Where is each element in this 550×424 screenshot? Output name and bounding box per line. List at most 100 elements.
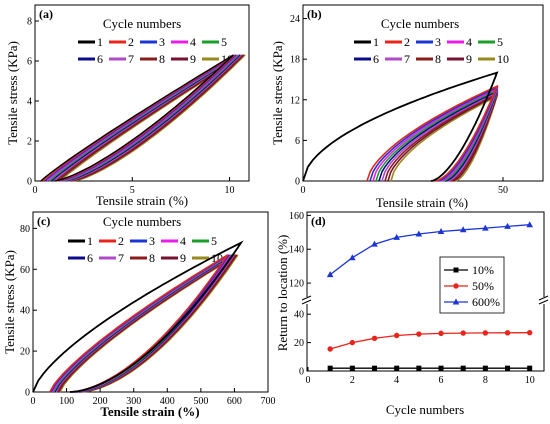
panel-d-ytick-label: 20 [294, 338, 304, 349]
panel-a-curve-cycle-1 [40, 54, 234, 182]
panel-c-xtick-label: 600 [227, 396, 242, 407]
panel-c-xtick-label: 0 [31, 396, 36, 407]
panel-a-xtick-label: 5 [130, 185, 135, 196]
panel-d-point-600% [326, 271, 334, 278]
panel-d-point-10% [372, 365, 378, 371]
panel-d-ytick-label: 120 [289, 279, 304, 290]
panel-c: (c) Cycle numbers 1 2 3 4 56 7 8 9 10 0 100 200 300… [2, 211, 276, 419]
panel-d-line-600% [329, 224, 530, 276]
panel-d-frame [306, 211, 545, 372]
panel-a-ytick-label: 4 [27, 97, 32, 108]
panel-c-ytick-label: 40 [20, 306, 30, 317]
panel-c-legend-label-6: 6 [87, 251, 93, 265]
panel-d-point-50% [504, 330, 511, 336]
panel-c-xtick-label: 300 [126, 396, 141, 407]
panel-c-curve-cycle-2 [49, 254, 229, 393]
panel-b-legend-label-6: 6 [373, 52, 379, 66]
panel-b-legend-label-7: 7 [404, 52, 410, 66]
panel-a-curves [40, 54, 246, 182]
panel-c-ylabel: Tensile stress (KPa) [2, 250, 17, 354]
panel-c-curve-cycle-8 [56, 254, 236, 393]
panel-a-xtick-label: 0 [33, 185, 38, 196]
panel-c-legend-label-9: 9 [180, 251, 186, 265]
panel-d-legend-label-50%: 50% [472, 279, 494, 293]
panel-d-point-600% [504, 222, 511, 229]
panel-b-ytick-label: 6 [295, 136, 300, 147]
panel-a-legend-label-7: 7 [128, 52, 134, 66]
panel-b-legend-label-2: 2 [404, 35, 410, 49]
panel-c-legend-label-7: 7 [118, 251, 124, 265]
panel-a-curve-cycle-5 [49, 54, 240, 182]
panel-a-curve-cycle-10 [59, 54, 246, 182]
panel-c-frame [32, 211, 269, 393]
panel-d-point-50% [371, 335, 378, 342]
panel-b-xtick-label: 50 [498, 185, 508, 196]
panel-b-curves [302, 71, 499, 182]
panel-c-legend-title: Cycle numbers [103, 214, 181, 229]
panel-c-legend-label-2: 2 [118, 234, 124, 248]
panel-b-legend-label-1: 1 [373, 35, 379, 49]
panel-d-point-50% [482, 330, 489, 336]
panel-d-xtick-label: 6 [439, 375, 444, 386]
panel-d-ytick-label: 160 [289, 211, 304, 222]
panel-b-legend: 1 2 3 4 5 6 7 8 9 10 [354, 35, 509, 66]
panel-d-point-600% [526, 221, 533, 228]
panel-d-point-50% [393, 332, 400, 339]
panel-a-xlabel: Tensile strain (%) [96, 193, 188, 208]
panel-d-label: (d) [311, 214, 326, 228]
panel-b-frame [302, 4, 544, 182]
panel-c-legend-label-4: 4 [180, 234, 186, 248]
panel-d-xtick-label: 2 [350, 375, 355, 386]
panel-a-curve-cycle-6 [51, 54, 241, 182]
panel-a-ticks: 0 5 10 0 2 4 6 8 [27, 17, 235, 197]
panel-b-legend-label-10: 10 [497, 52, 509, 66]
panel-a-curve-cycle-2 [42, 54, 236, 182]
panel-b-ytick-label: 0 [295, 177, 300, 188]
panel-d-point-10% [505, 365, 511, 371]
panel-d-legend-marker-10% [453, 267, 459, 273]
panel-d: (d) 0 2 4 6 8 10 0 20 40 120 140 160 10% 50% 600% Cyc… [275, 211, 549, 417]
panel-a-legend: 1 2 3 4 56 7 8 9 10 [78, 35, 233, 66]
panel-a-curve-cycle-3 [44, 54, 237, 182]
panel-b-legend-label-5: 5 [497, 35, 503, 49]
panel-d-point-600% [482, 224, 489, 231]
panel-a-curve-cycle-7 [53, 54, 242, 182]
panel-d-xtick-label: 4 [394, 375, 399, 386]
panel-b-label: (b) [307, 7, 322, 21]
panel-b-legend-label-8: 8 [435, 52, 441, 66]
panel-d-legend-marker-50% [453, 283, 459, 289]
panel-b-legend-title: Cycle numbers [381, 16, 459, 31]
panel-d-legend-marker-600% [452, 298, 460, 305]
panel-c-legend-label-3: 3 [149, 234, 155, 248]
panel-a-legend-label-8: 8 [159, 52, 165, 66]
panel-a-ylabel: Tensile stress (KPa) [5, 41, 20, 145]
panel-a-frame [34, 4, 250, 182]
panel-a-curve-cycle-8 [55, 54, 243, 182]
panel-b-ylabel: Tensile stress (KPa) [270, 41, 285, 145]
panel-a-legend-label-4: 4 [190, 35, 196, 49]
panel-b-xlabel: Tensile strain (%) [376, 195, 468, 210]
panel-b: (b) Cycle numbers 1 2 3 4 56 7 8 9 10 0 500612182… [270, 4, 544, 210]
panel-d-legend-label-600%: 600% [472, 295, 500, 309]
panel-a-legend-label-1: 1 [97, 35, 103, 49]
panel-c-legend-label-1: 1 [87, 234, 93, 248]
panel-c-xtick-label: 100 [59, 396, 74, 407]
panel-b-curve-cycle-2 [366, 84, 499, 182]
panel-d-point-10% [460, 365, 466, 371]
panel-a-curve-cycle-4 [46, 54, 238, 182]
panel-c-xtick-label: 500 [193, 396, 208, 407]
panel-a-legend-title: Cycle numbers [103, 16, 181, 31]
panel-d-point-50% [526, 329, 533, 336]
panel-c-ytick-label: 80 [20, 224, 30, 235]
panel-d-point-10% [327, 365, 333, 371]
panel-a-label: (a) [39, 7, 53, 21]
panel-b-ytick-label: 24 [290, 14, 300, 25]
panel-c-xlabel: Tensile strain (%) [100, 404, 199, 419]
panel-d-point-600% [459, 226, 467, 233]
panel-c-curve-cycle-1 [32, 240, 244, 393]
panel-b-xtick-label: 0 [301, 185, 306, 196]
panel-d-xtick-label: 8 [483, 375, 488, 386]
panel-d-point-600% [437, 227, 445, 234]
panel-d-point-600% [349, 254, 356, 261]
panel-a-ytick-label: 8 [27, 17, 32, 28]
